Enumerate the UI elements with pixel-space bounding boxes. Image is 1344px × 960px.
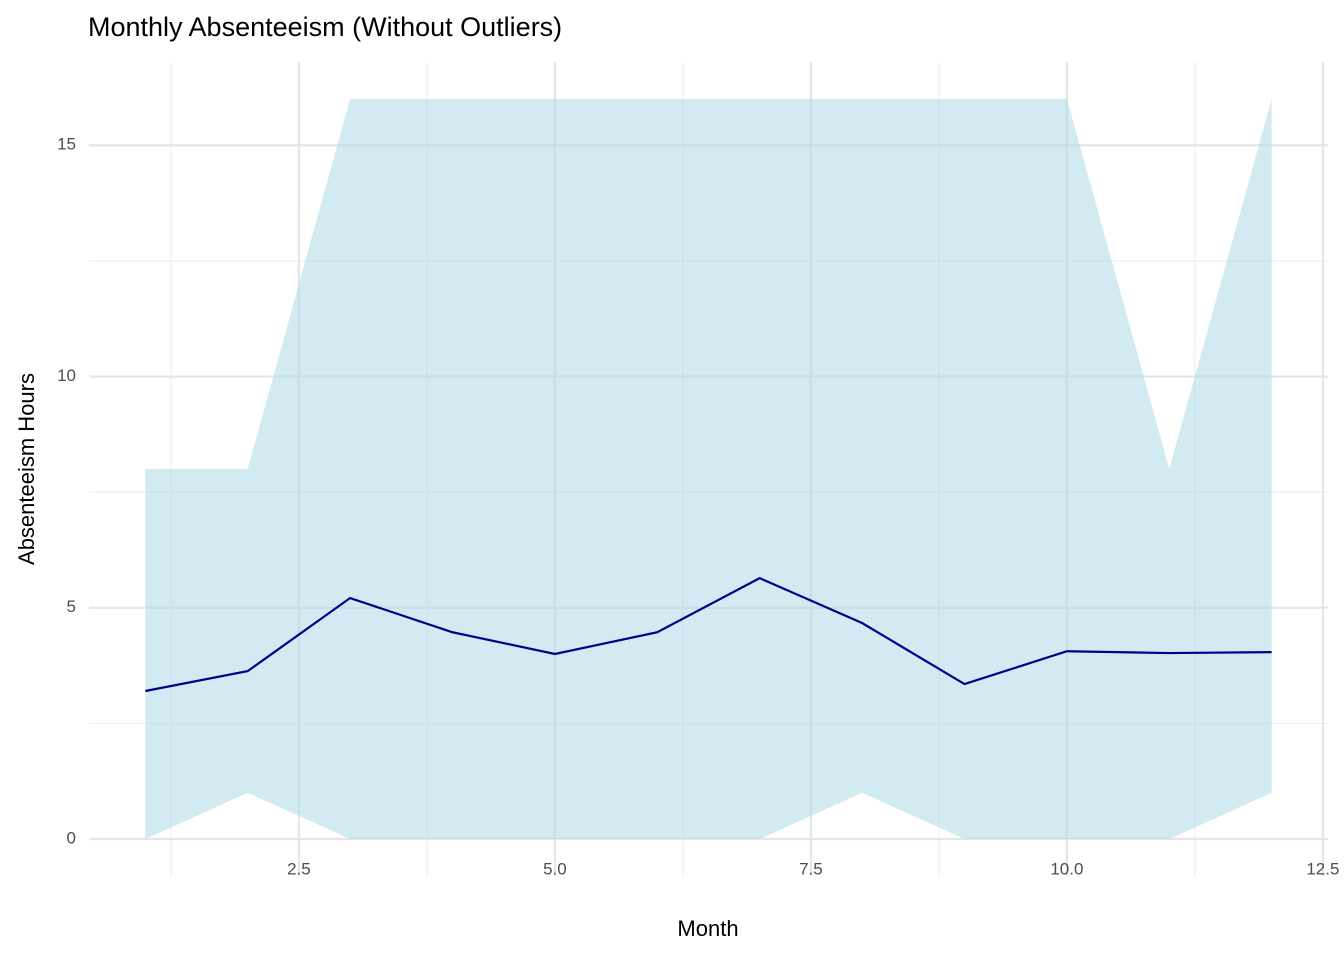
x-axis-title: Month bbox=[677, 916, 738, 941]
x-tick-label: 5.0 bbox=[543, 859, 567, 878]
y-tick-label: 15 bbox=[57, 135, 76, 154]
ribbon bbox=[145, 99, 1272, 839]
chart-title: Monthly Absenteeism (Without Outliers) bbox=[88, 12, 562, 42]
y-axis-title: Absenteeism Hours bbox=[14, 373, 39, 565]
y-tick-label: 5 bbox=[67, 597, 76, 616]
line bbox=[145, 576, 1272, 693]
y-tick-label: 0 bbox=[67, 828, 76, 847]
x-tick-label: 12.5 bbox=[1306, 859, 1339, 878]
x-tick-label: 7.5 bbox=[799, 859, 823, 878]
x-tick-label: 10.0 bbox=[1050, 859, 1083, 878]
y-tick-label: 10 bbox=[57, 366, 76, 385]
x-tick-label: 2.5 bbox=[287, 859, 311, 878]
